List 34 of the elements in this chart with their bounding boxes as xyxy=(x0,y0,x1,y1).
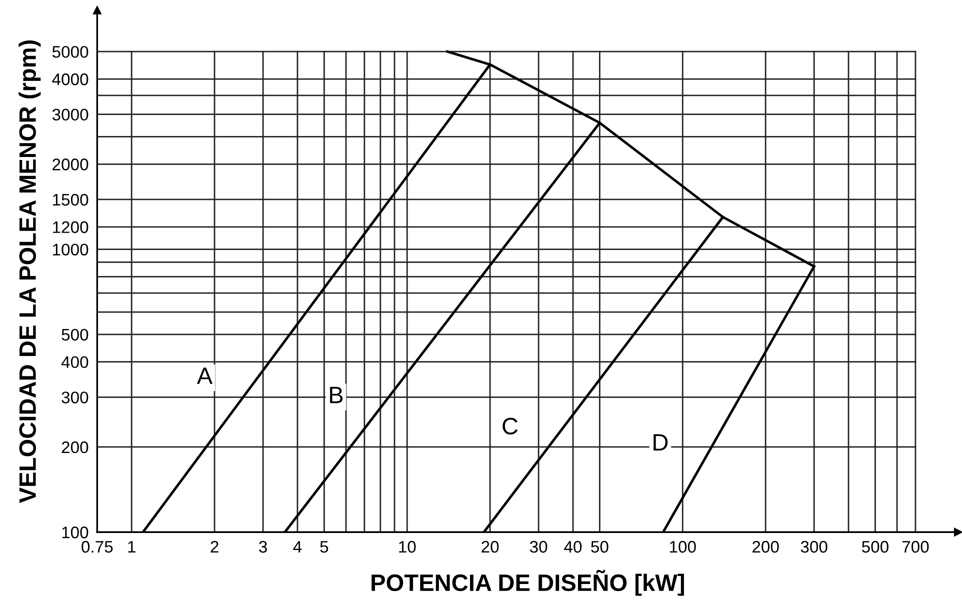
y-tick-label: 100 xyxy=(62,526,88,538)
x-tick-label: 500 xyxy=(862,540,888,553)
y-tick-label: 4000 xyxy=(52,73,88,86)
x-tick-label: 40 xyxy=(564,540,582,553)
x-tick-label: 2 xyxy=(210,540,218,553)
series-label: D xyxy=(654,434,668,451)
x-tick-label: 50 xyxy=(591,540,608,553)
y-tick-label: 3000 xyxy=(52,108,88,121)
x-tick-label: 100 xyxy=(670,540,696,553)
x-tick-label: 700 xyxy=(902,540,929,553)
y-tick-label: 2000 xyxy=(52,158,88,170)
y-tick-label: 400 xyxy=(61,356,88,368)
x-tick-label: 200 xyxy=(752,540,779,553)
x-tick-label: 300 xyxy=(800,540,828,553)
x-tick-label: 20 xyxy=(482,540,499,553)
series-label: A xyxy=(196,368,213,384)
y-axis-title: VELOCIDAD DE LA POLEA MENOR (rpm) xyxy=(18,40,41,503)
x-axis-title: POTENCIA DE DISEÑO [kW] xyxy=(372,570,684,596)
x-tick-label: 4 xyxy=(293,541,302,553)
y-tick-label: 500 xyxy=(62,328,88,341)
x-tick-label: 3 xyxy=(259,540,267,553)
series-label: B xyxy=(330,386,343,404)
series-label: C xyxy=(502,418,518,434)
y-tick-label: 5000 xyxy=(52,46,88,58)
y-tick-label: 300 xyxy=(62,392,88,404)
x-tick-label: 5 xyxy=(320,541,328,553)
y-tick-label: 1500 xyxy=(53,194,88,206)
y-tick-label: 1000 xyxy=(53,244,88,256)
x-tick-label: 10 xyxy=(399,540,416,553)
x-tick-label: 0.75 xyxy=(82,540,113,553)
y-tick-label: 200 xyxy=(62,441,88,454)
x-tick-label: 30 xyxy=(530,540,548,553)
x-tick-label: 1 xyxy=(128,541,136,553)
y-tick-label: 1200 xyxy=(53,221,88,234)
